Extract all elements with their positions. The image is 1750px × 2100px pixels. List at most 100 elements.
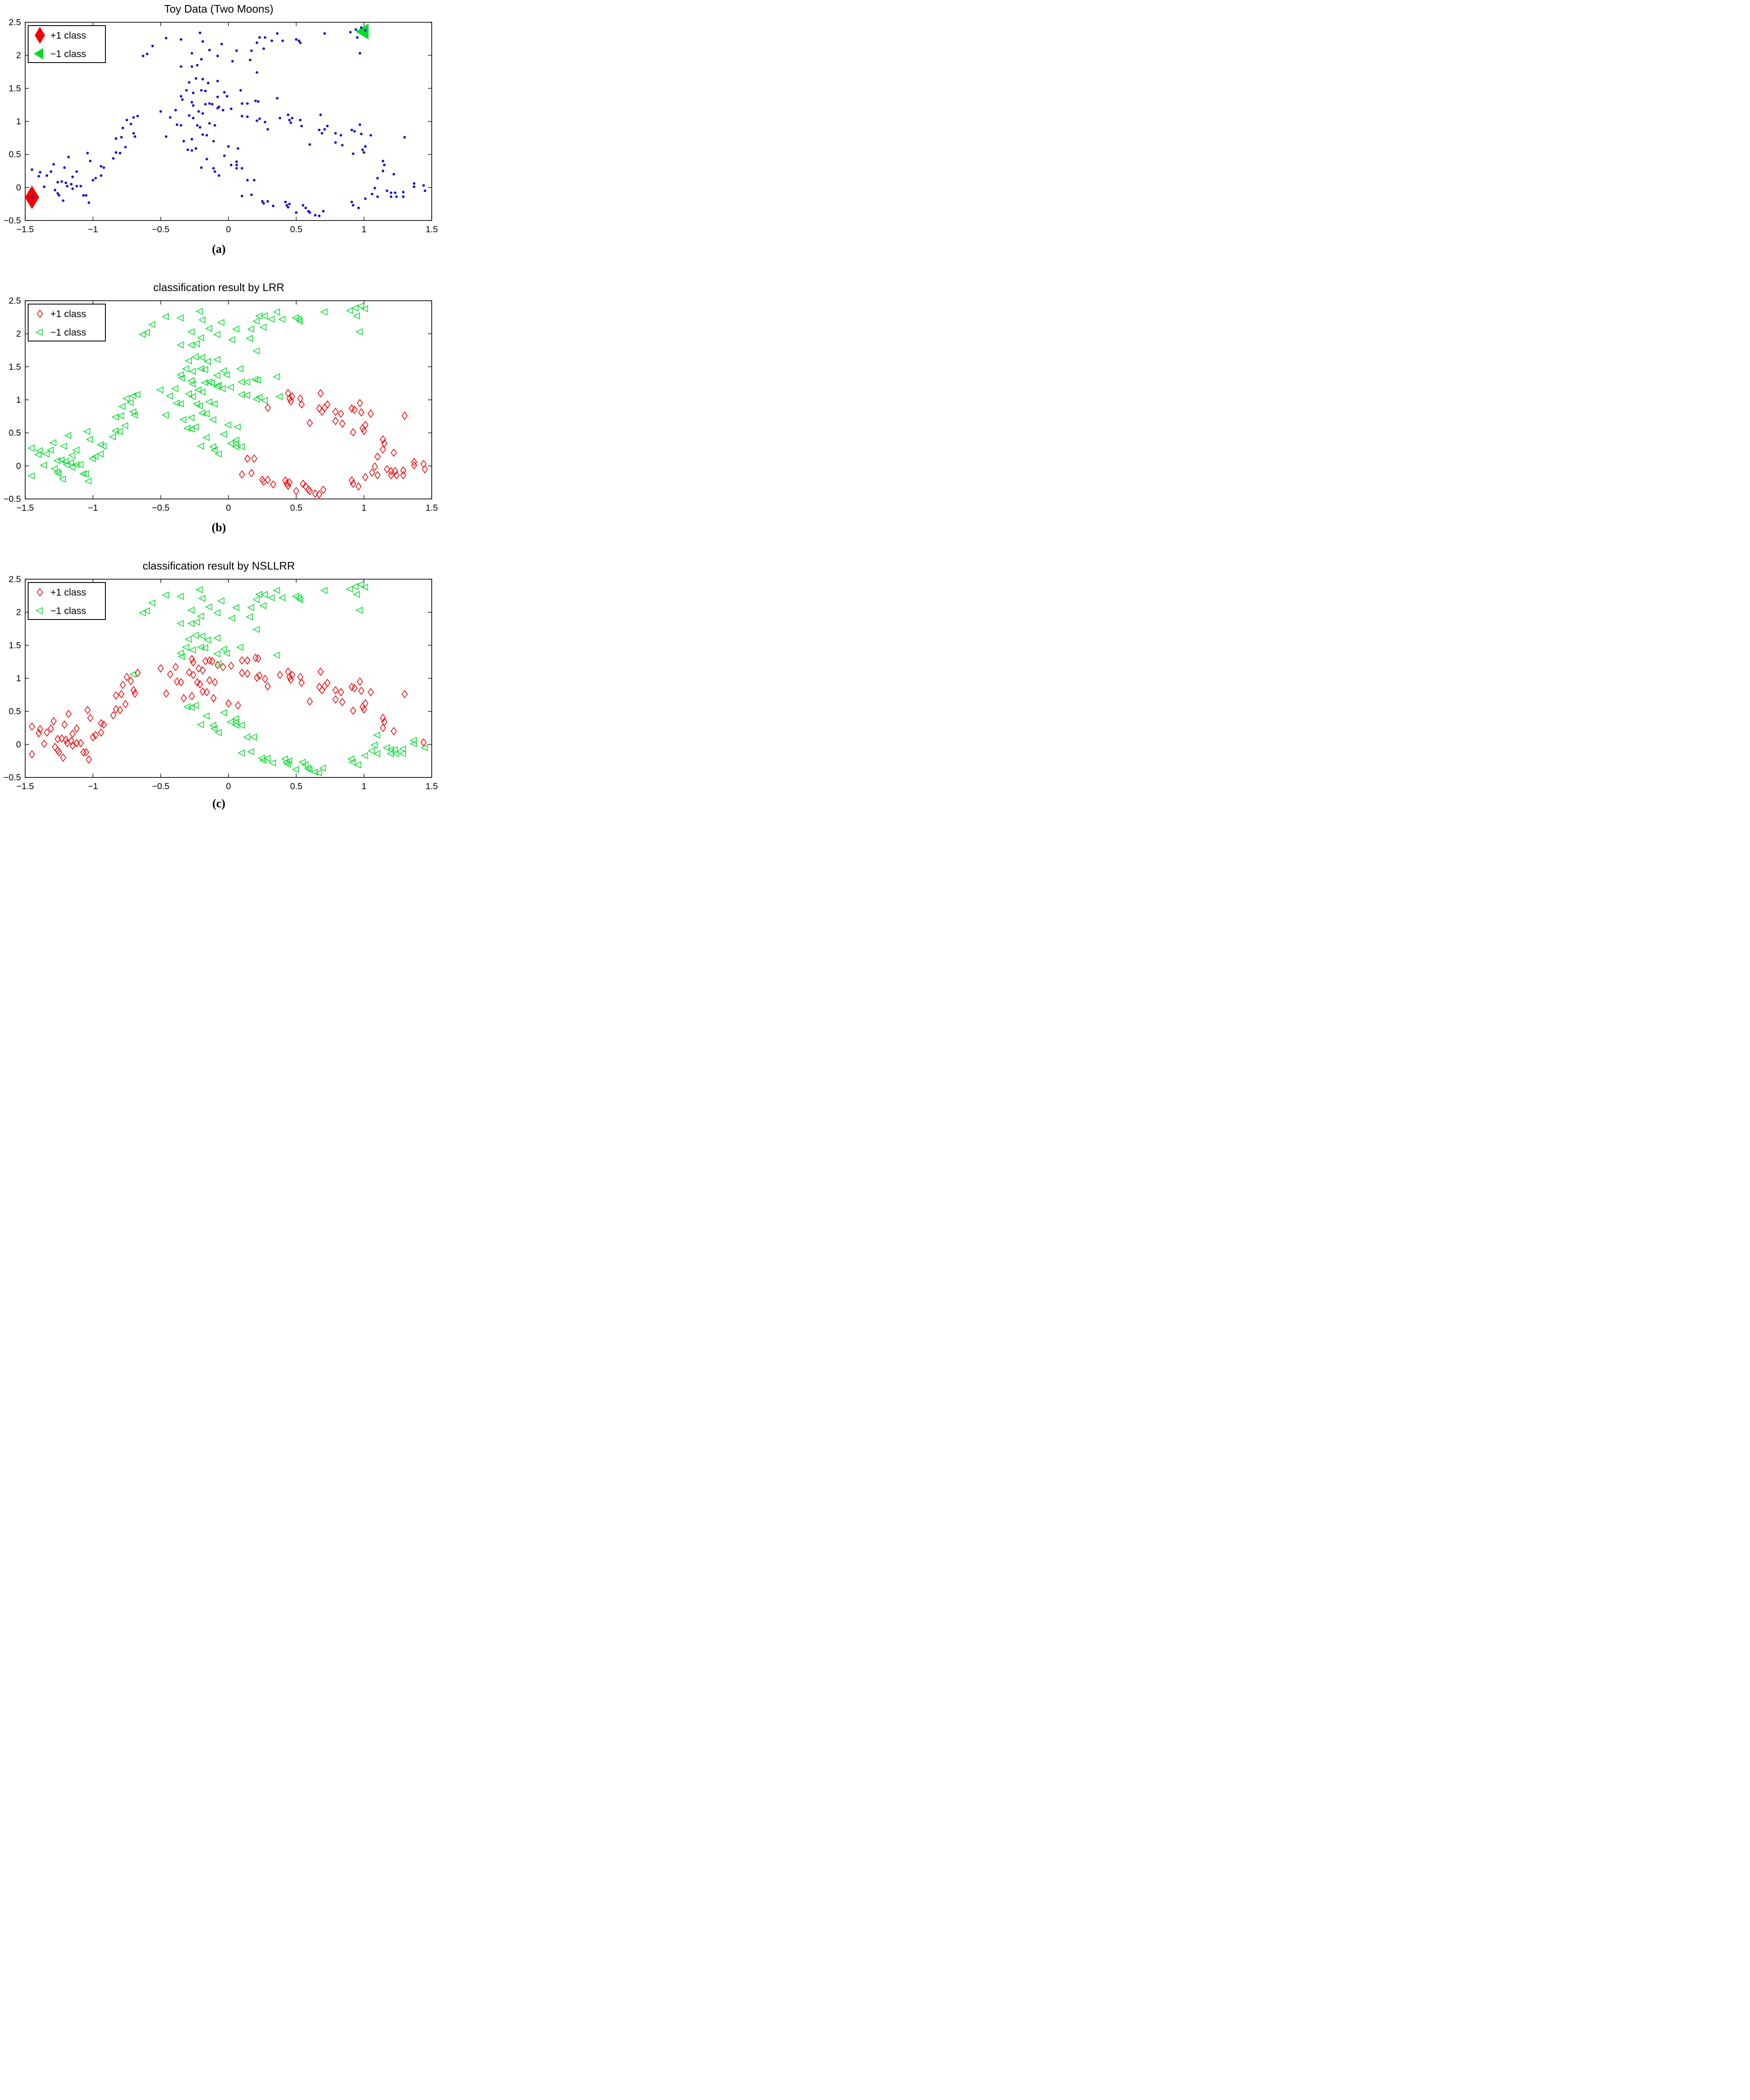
neg-class-point [319,764,326,772]
data-point-dot [364,29,367,32]
neg-class-point [347,755,355,763]
pos-class-point [332,417,339,425]
data-point-dot [272,205,275,207]
data-point-dot [56,181,59,184]
neg-class-point [232,436,239,444]
neg-class-point [351,583,359,590]
pos-class-point [117,706,123,714]
neg-class-point [35,607,43,614]
neg-class-point [91,453,99,460]
neg-class-point [243,391,250,399]
neg-class-point [202,712,210,720]
neg-class-point [361,752,368,759]
data-point-dot [53,189,57,192]
neg-class-point [237,391,245,398]
panel-nsllrr-result: −1.5 −1 −0.5 0 0.5 1 1.5 2.5 2 1.5 1 0.5 0 −0.5 class… [0,557,438,816]
neg-class-point [27,472,35,480]
neg-class-point [305,766,313,773]
neg-class-point [133,391,141,398]
neg-class-point [361,305,368,312]
pos-class-point [84,706,91,714]
data-point-dot [323,128,326,131]
pos-class-point [98,719,105,728]
neg-class-point [34,451,42,459]
data-point-dot [373,186,376,190]
x-tick-label: 1 [362,782,367,791]
neg-class-point [349,759,356,766]
pos-class-point [244,454,251,463]
data-point-dot [100,174,102,177]
neg-class-point [420,744,428,751]
data-point-dot [241,194,244,197]
neg-class-point [86,436,93,443]
data-point-dot [39,171,42,174]
pos-class-point [204,688,210,697]
panel-lrr-result: −1.5 −1 −0.5 0 0.5 1 1.5 2.5 2 1.5 1 0.5 0 −0.5 class… [0,278,438,557]
neg-class-point [176,371,184,378]
neg-class-point [370,741,378,749]
pos-class-point [288,397,294,406]
data-point-dot [192,104,195,107]
pos-class-point [73,724,80,733]
pos-class-point [29,750,35,759]
data-point-dot [208,102,211,105]
pos-class-point [316,682,323,691]
legend-item-neg: −1 class [29,45,105,63]
pos-class-point [270,480,276,489]
neg-class-point [46,446,54,454]
legend-item-pos: +1 class [29,26,105,45]
pos-class-point [316,490,323,499]
neg-class-point [192,423,199,430]
data-point-dot [118,152,121,155]
data-point-dot [182,140,185,143]
data-point-dot [299,41,302,44]
pos-class-point [80,748,87,757]
pos-class-point [361,705,367,714]
neg-class-point [237,749,245,757]
data-point-dot [120,136,123,139]
legend-a: +1 class −1 class [28,25,106,63]
neg-class-point [273,308,280,316]
data-point-dot [37,175,40,178]
neg-class-point [255,394,262,401]
neg-class-point [187,704,195,711]
pos-class-point [44,728,50,737]
pos-class-point [98,728,105,737]
x-tick-label: 0 [226,782,231,791]
data-point-dot [264,121,267,123]
neg-class-point [187,606,195,614]
neg-class-point [67,459,74,466]
data-point-dot [134,135,136,138]
pos-class-point [359,702,366,711]
neg-class-point [357,581,364,588]
neg-class-point [213,650,220,658]
pos-class-point [174,677,180,686]
data-point-dot [190,52,193,55]
data-point-dot [64,181,67,184]
pos-class-point [50,717,57,726]
pos-class-point [400,471,407,480]
scatter-plot-lrr: −1.5 −1 −0.5 0 0.5 1 1.5 2.5 2 1.5 1 0.5 0 −0.5 [4,296,438,513]
data-point-dot [212,167,215,170]
data-point-dot [213,124,216,127]
neg-class-point [204,358,211,365]
data-point-dot [370,192,374,196]
pos-class-point [63,735,69,744]
pos-class-point [244,669,251,678]
neg-class-point [193,618,200,626]
pos-class-point [357,399,363,407]
data-point-dot [402,191,405,194]
neg-class-point [361,583,368,591]
neg-class-point [130,411,138,419]
legend-b: +1 class −1 class [28,304,106,341]
neg-class-point [275,393,283,400]
data-point-dot [390,195,393,198]
pos-class-point [286,478,293,487]
data-point-dot [270,39,273,42]
neg-class-point [268,759,276,766]
data-point-dot [179,95,183,98]
data-point-dot [295,38,298,41]
neg-class-point [213,331,220,338]
x-tick-label: −1.5 [16,782,34,791]
legend-item-pos: +1 class [29,304,105,323]
